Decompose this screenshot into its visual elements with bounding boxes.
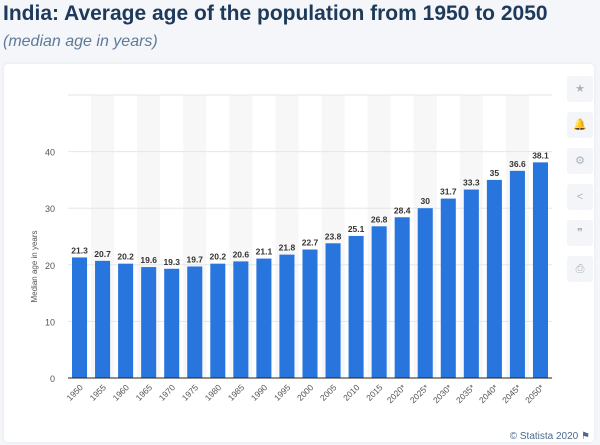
data-label: 36.6 <box>509 159 526 169</box>
bar <box>279 254 295 378</box>
bar <box>394 217 410 378</box>
bar <box>325 243 341 378</box>
bar <box>164 268 180 378</box>
data-label: 21.3 <box>71 245 88 255</box>
data-label: 23.8 <box>325 231 342 241</box>
bar <box>302 249 318 378</box>
y-tick-label: 20 <box>45 261 55 271</box>
bell-icon: 🔔 <box>573 119 587 131</box>
page-title: India: Average age of the population fro… <box>3 2 548 25</box>
print-icon: ⎙ <box>575 263 585 275</box>
x-tick-label: 2045* <box>500 382 523 405</box>
x-tick-label: 2035* <box>454 382 477 405</box>
bar <box>256 258 272 378</box>
data-label: 35 <box>490 168 500 178</box>
data-label: 38.1 <box>532 150 549 160</box>
share-button[interactable]: < <box>567 184 593 210</box>
y-tick-label: 0 <box>50 374 55 384</box>
x-tick-label: 1990 <box>249 382 270 403</box>
x-tick-label: 1970 <box>157 382 178 403</box>
data-label: 33.3 <box>463 178 480 188</box>
data-label: 31.7 <box>440 187 457 197</box>
page-subtitle: (median age in years) <box>3 33 158 50</box>
bar <box>141 267 157 378</box>
bar <box>463 189 479 378</box>
y-tick-label: 30 <box>45 204 55 214</box>
x-tick-label: 1950 <box>64 382 85 403</box>
bar <box>118 263 134 378</box>
data-label: 30 <box>421 196 431 206</box>
data-label: 20.7 <box>94 249 111 259</box>
x-tick-label: 1965 <box>134 382 155 403</box>
y-tick-label: 10 <box>45 317 55 327</box>
x-tick-label: 2025* <box>408 382 431 405</box>
data-label: 22.7 <box>302 238 319 248</box>
share-icon: < <box>576 191 584 203</box>
star-button[interactable]: ★ <box>567 76 593 102</box>
data-label: 20.6 <box>233 249 250 259</box>
gear-button[interactable]: ⚙ <box>567 148 593 174</box>
x-tick-label: 2050* <box>523 382 546 405</box>
bar <box>72 257 88 378</box>
bar <box>417 208 433 378</box>
bar <box>95 260 111 378</box>
bar <box>532 162 548 378</box>
x-tick-label: 2040* <box>477 382 500 405</box>
data-label: 19.3 <box>163 257 180 267</box>
x-tick-label: 1955 <box>88 382 109 403</box>
y-tick-label: 40 <box>45 148 55 158</box>
bar <box>509 170 525 378</box>
gear-icon: ⚙ <box>575 155 585 167</box>
bar <box>486 179 502 378</box>
bar <box>210 263 226 378</box>
quote-button[interactable]: ❞ <box>567 220 593 246</box>
data-label: 21.1 <box>256 247 273 257</box>
print-button[interactable]: ⎙ <box>567 256 593 282</box>
x-tick-label: 1985 <box>226 382 247 403</box>
data-label: 21.8 <box>279 243 296 253</box>
x-tick-label: 1980 <box>203 382 224 403</box>
side-toolbar: ★ 🔔 ⚙ < ❞ ⎙ <box>567 76 593 292</box>
star-icon: ★ <box>575 83 585 95</box>
x-tick-label: 2015 <box>364 382 385 403</box>
y-axis-label: Median age in years <box>30 230 39 302</box>
data-label: 20.2 <box>210 252 227 262</box>
quote-icon: ❞ <box>577 227 583 239</box>
x-tick-label: 2010 <box>341 382 362 403</box>
data-label: 19.6 <box>140 255 157 265</box>
bar <box>348 235 364 378</box>
data-label: 19.7 <box>186 254 203 264</box>
credit-text: © Statista 2020 <box>509 431 579 442</box>
x-tick-label: 2020* <box>385 382 408 405</box>
x-tick-label: 1995 <box>272 382 293 403</box>
bar <box>233 261 249 378</box>
x-tick-label: 2030* <box>431 382 454 405</box>
bar <box>187 266 203 378</box>
bell-button[interactable]: 🔔 <box>567 112 593 138</box>
data-label: 28.4 <box>394 205 411 215</box>
data-label: 26.8 <box>371 214 388 224</box>
data-label: 25.1 <box>348 224 365 234</box>
flag-icon: ⚑ <box>581 431 590 442</box>
x-tick-label: 2005 <box>318 382 339 403</box>
bar <box>440 198 456 378</box>
x-tick-label: 1960 <box>111 382 132 403</box>
bar <box>371 226 387 378</box>
data-label: 20.2 <box>117 252 134 262</box>
x-tick-label: 1975 <box>180 382 201 403</box>
statista-credit[interactable]: © Statista 2020 ⚑ <box>510 431 590 442</box>
x-tick-label: 2000 <box>295 382 316 403</box>
